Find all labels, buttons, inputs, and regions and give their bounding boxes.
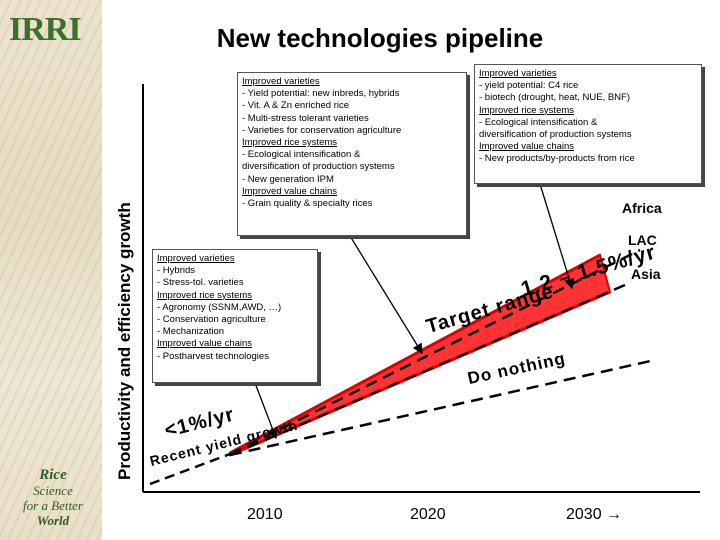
box-heading: Improved rice systems: [157, 289, 253, 301]
box-item: - Conservation agriculture: [157, 314, 266, 326]
box-2030-list: Improved varieties - yield potential: C4 …: [479, 68, 697, 166]
rice-science-logo: Rice Science for a Better World: [8, 468, 98, 536]
irri-logo: IRRI: [9, 11, 82, 48]
box-item: - yield potential: C4 rice: [479, 80, 579, 92]
box-item: - Ecological intensification &: [242, 149, 361, 161]
box-heading: Improved value chains: [479, 141, 575, 153]
box-heading: Improved value chains: [157, 338, 253, 350]
box-item: - Hybrids: [157, 265, 196, 277]
x-tick-2010: 2010: [247, 506, 283, 523]
box-item: diversification of production systems: [479, 129, 632, 141]
region-label-lac: LAC: [628, 232, 657, 248]
box-2020-list: Improved varieties - Yield potential: new…: [242, 76, 462, 210]
x-tick-2030: 2030 →: [566, 506, 623, 523]
box-2020-technologies: Improved varieties - Yield potential: new…: [237, 72, 467, 236]
box-item: - Grain quality & specialty rices: [242, 198, 373, 210]
sidebar-panel: IRRI Rice Science for a Better World: [0, 0, 102, 540]
box-heading: Improved rice systems: [242, 137, 338, 149]
do-nothing-line: [229, 358, 656, 457]
arrow-2010: [254, 382, 278, 440]
arrow-2030: [539, 183, 575, 290]
box-2010-list: Improved varieties - Hybrids - Stress-tol.…: [157, 253, 313, 363]
box-heading: Improved value chains: [242, 185, 338, 197]
logo-line: for a Better: [23, 498, 83, 513]
box-item: - Varieties for conservation agriculture: [242, 124, 402, 136]
box-item: - Agronomy (SSNM,AWD, …): [157, 301, 282, 313]
region-label-africa: Africa: [622, 200, 662, 216]
logo-line: Science: [33, 483, 73, 498]
box-heading: Improved varieties: [157, 253, 235, 264]
box-heading: Improved rice systems: [479, 104, 575, 116]
box-2030-technologies: Improved varieties - yield potential: C4 …: [474, 64, 702, 184]
box-item: - Ecological intensification &: [479, 116, 598, 128]
box-item: - Yield potential: new inbreds, hybrids: [242, 88, 400, 100]
x-tick-2020: 2020: [410, 506, 446, 523]
asia-trend-line: [229, 283, 626, 457]
logo-line: Rice: [39, 467, 67, 483]
box-2010-technologies: Improved varieties - Hybrids - Stress-tol.…: [152, 249, 318, 383]
box-item: - New products/by-products from rice: [479, 153, 635, 165]
page-title: New technologies pipeline: [216, 23, 544, 53]
box-heading: Improved varieties: [479, 68, 557, 79]
logo-line: World: [36, 513, 70, 528]
baseline-dashed-line: [149, 452, 231, 486]
box-item: - Mechanization: [157, 326, 225, 338]
arrow-2020: [349, 235, 423, 355]
box-item: - Vit. A & Zn enriched rice: [242, 100, 350, 112]
y-axis-label: Productivity and efficiency growth: [115, 202, 134, 480]
box-item: - Multi-stress tolerant varieties: [242, 112, 369, 124]
box-item: - New generation IPM: [242, 173, 334, 185]
box-item: - Stress-tol. varieties: [157, 277, 244, 289]
box-item: - biotech (drought, heat, NUE, BNF): [479, 92, 631, 104]
box-item: diversification of production systems: [242, 161, 395, 173]
box-heading: Improved varieties: [242, 76, 320, 87]
box-item: - Postharvest technologies: [157, 350, 269, 362]
region-label-asia: Asia: [631, 266, 661, 282]
